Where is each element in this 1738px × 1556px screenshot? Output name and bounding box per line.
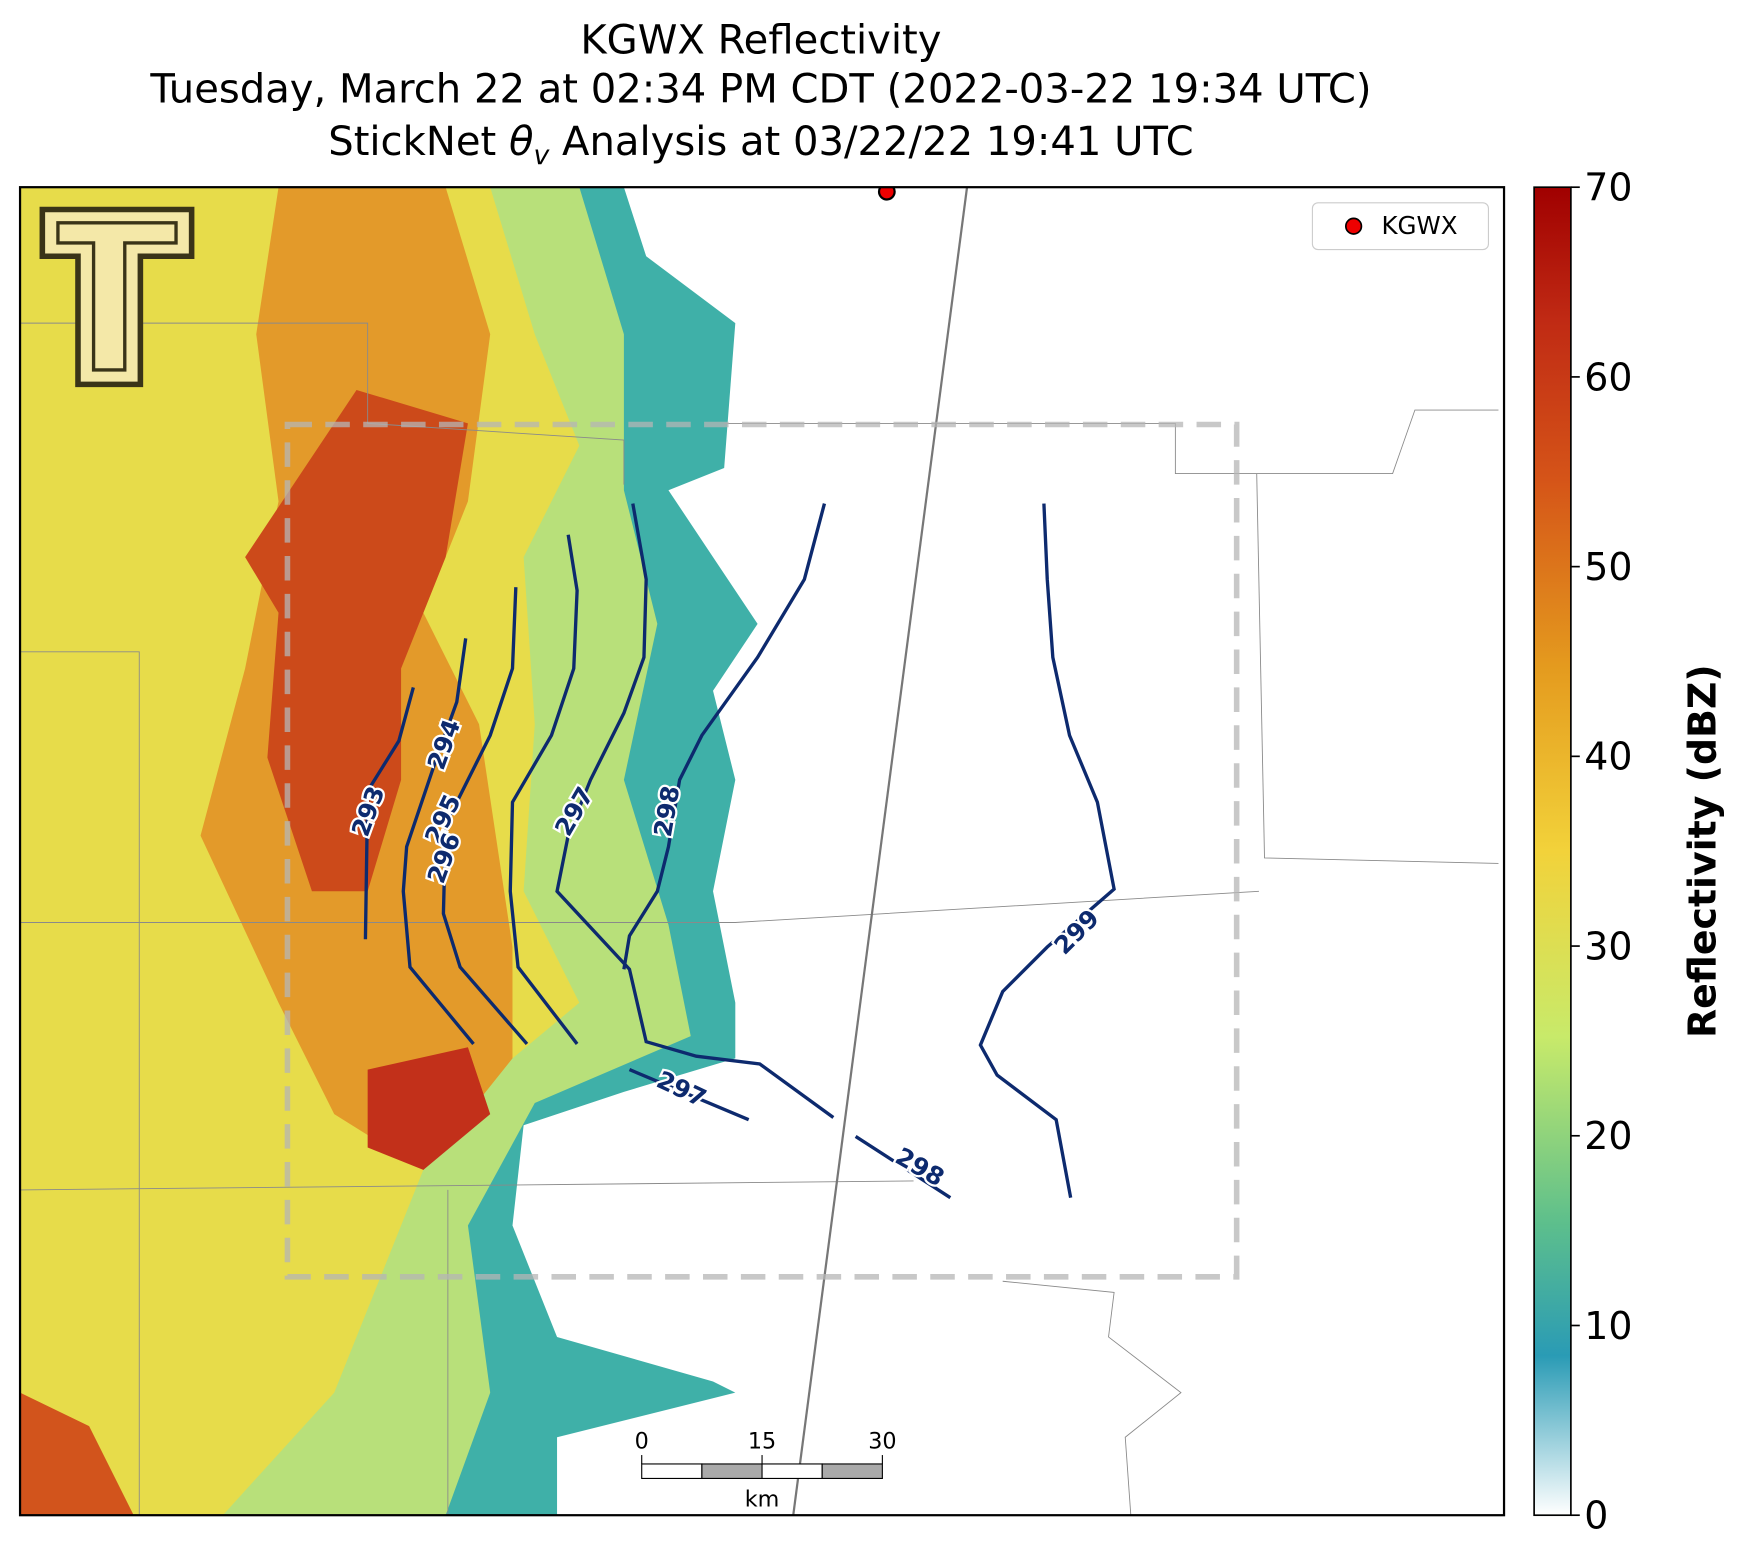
contour <box>508 534 579 1045</box>
contour <box>628 1068 952 1200</box>
contour <box>622 503 827 970</box>
echo-red <box>367 1047 491 1170</box>
logo <box>39 206 195 388</box>
county-line <box>1002 1280 1182 1516</box>
title-line: Tuesday, March 22 at 02:34 PM CDT (2022-… <box>149 67 1371 113</box>
scale-tick-label: 0 <box>635 1428 649 1454</box>
legend-marker <box>1345 217 1363 235</box>
legend: KGWX <box>1311 202 1489 251</box>
title-line: StickNet θv Analysis at 03/22/22 19:41 U… <box>328 119 1193 171</box>
scale-tick-label: 30 <box>868 1428 896 1454</box>
scale-tick-label: 15 <box>748 1428 776 1454</box>
scale-unit: km <box>745 1486 780 1512</box>
analysis-box <box>284 421 1240 1280</box>
contour <box>363 686 415 940</box>
colorbar-tick-label: 10 <box>1584 1304 1632 1348</box>
title-subscript: v <box>533 140 550 171</box>
legend-box <box>1311 202 1489 251</box>
colorbar-ticks: 0 10 20 30 40 50 60 70 <box>1570 166 1632 1538</box>
county-line <box>20 890 1259 923</box>
scale-segment <box>761 1463 823 1479</box>
scale-bar: 0 15 30 km <box>635 1428 897 1512</box>
contour <box>401 638 475 1046</box>
contour <box>555 503 835 1119</box>
scale-segment <box>641 1463 703 1479</box>
state-line <box>792 187 969 1516</box>
colorbar-tick-label: 50 <box>1584 545 1632 589</box>
scale-segment <box>701 1463 763 1479</box>
county-line <box>1256 473 1499 864</box>
colorbar-label: Reflectivity (dBZ) <box>1681 664 1725 1038</box>
contour <box>441 587 529 1046</box>
echo-orange <box>20 1392 134 1516</box>
colorbar <box>1533 186 1572 1517</box>
colorbar-tick-label: 30 <box>1584 924 1632 968</box>
title-symbol: θ <box>509 119 534 165</box>
scale-segment <box>821 1463 883 1479</box>
map-frame <box>18 186 1506 1517</box>
title-text: Analysis at 03/22/22 19:41 UTC <box>549 119 1193 165</box>
radar-site <box>877 187 896 201</box>
county-line <box>20 1180 914 1191</box>
colorbar-tick-label: 0 <box>1584 1494 1608 1538</box>
legend-label: KGWX <box>1381 211 1457 240</box>
title-line: KGWX Reflectivity <box>580 18 941 64</box>
colorbar-tick-label: 40 <box>1584 735 1632 779</box>
colorbar-tick-label: 60 <box>1584 355 1632 399</box>
colorbar-tick-label: 70 <box>1584 166 1632 210</box>
colorbar-tick-label: 20 <box>1584 1114 1632 1158</box>
county-line <box>20 651 140 1516</box>
echo-red <box>245 389 468 892</box>
title-text: StickNet <box>328 119 509 165</box>
contour <box>978 503 1116 1198</box>
